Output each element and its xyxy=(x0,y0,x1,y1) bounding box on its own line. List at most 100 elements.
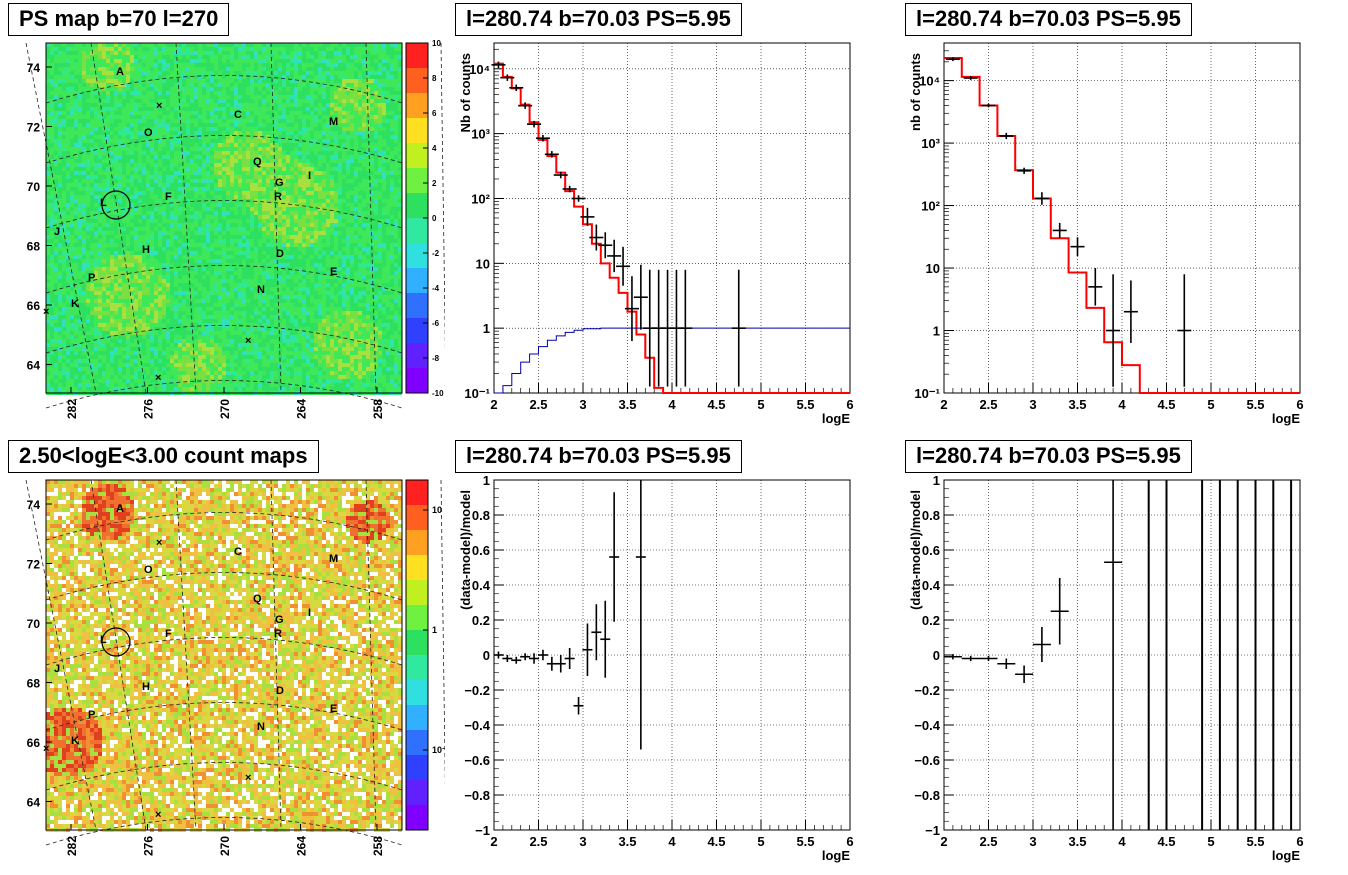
source-label-c: C xyxy=(234,546,242,558)
x-axis-label: logE xyxy=(822,848,850,863)
colorbar-cell xyxy=(406,143,428,169)
plot-grid xyxy=(944,480,1300,830)
colorbar-tick-label: -2 xyxy=(432,249,440,258)
x-tick-label: 4 xyxy=(1118,834,1126,849)
source-label-g: G xyxy=(275,614,284,626)
cross-marker: × xyxy=(245,772,251,784)
colorbar-cell xyxy=(406,368,428,394)
x-tick-label: 4 xyxy=(668,834,676,849)
colorbar-cell xyxy=(406,730,428,756)
source-label-n: N xyxy=(257,721,265,733)
source-label-c: C xyxy=(234,109,242,121)
x-tick-label: 6 xyxy=(846,397,853,412)
colorbar-cell xyxy=(406,168,428,194)
map-x-tick-label: 276 xyxy=(142,399,156,419)
cross-marker: × xyxy=(155,809,161,821)
map-y-tick-label: 74 xyxy=(27,498,41,512)
model-histogram-line xyxy=(944,57,1300,394)
map-y-tick-label: 66 xyxy=(27,736,41,750)
spectrum-1-title: l=280.74 b=70.03 PS=5.95 xyxy=(455,3,742,36)
count-map-heatmap: A O C M Q I GR L F J H D E P N K × × × × 74 72 70 68 66 64 282 276 2… xyxy=(25,479,445,856)
source-label-q: Q xyxy=(253,156,262,168)
x-tick-label: 3.5 xyxy=(1068,397,1086,412)
x-tick-label: 5.5 xyxy=(796,397,814,412)
colorbar-cell xyxy=(406,193,428,219)
y-tick-label: −0.6 xyxy=(914,753,940,768)
colorbar-cell xyxy=(406,805,428,831)
x-tick-label: 3.5 xyxy=(1068,834,1086,849)
colorbar-cell xyxy=(406,118,428,144)
x-tick-label: 2.5 xyxy=(529,834,547,849)
y-tick-label: 1 xyxy=(933,324,940,339)
x-tick-label: 5 xyxy=(757,834,764,849)
cross-marker: × xyxy=(43,306,49,318)
ps-map-title: PS map b=70 l=270 xyxy=(8,3,230,36)
colorbar-cell xyxy=(406,505,428,531)
source-label-o: O xyxy=(144,127,153,139)
source-label-p: P xyxy=(88,709,95,721)
colorbar-cell xyxy=(406,780,428,806)
target-circle xyxy=(101,190,131,220)
colorbar-tick-label: 10 xyxy=(432,505,442,515)
x-tick-label: 6 xyxy=(1296,397,1303,412)
colorbar-cell xyxy=(406,755,428,781)
map-x-tick-label: 258 xyxy=(371,836,385,856)
x-tick-label: 4.5 xyxy=(707,397,725,412)
source-label-l: L xyxy=(100,197,107,209)
colorbar-cell xyxy=(406,655,428,681)
residual-1-title: l=280.74 b=70.03 PS=5.95 xyxy=(455,440,742,473)
colorbar-cell xyxy=(406,343,428,369)
colorbar-cell xyxy=(406,605,428,631)
y-tick-label: 10² xyxy=(921,199,940,214)
source-label-l: L xyxy=(100,634,107,646)
y-tick-label: 10⁻¹ xyxy=(464,386,490,401)
colorbar-tick-label: 6 xyxy=(432,109,437,118)
x-tick-label: 3 xyxy=(1029,834,1036,849)
map-y-tick-label: 64 xyxy=(27,796,41,810)
colorbar-cell xyxy=(406,268,428,294)
colorbar-cell xyxy=(406,43,428,69)
y-tick-label: 0.4 xyxy=(922,578,941,593)
x-tick-label: 4.5 xyxy=(1157,397,1175,412)
target-circle xyxy=(101,627,131,657)
x-tick-label: 2 xyxy=(940,397,947,412)
y-axis-label: (data-model)/model xyxy=(908,490,923,610)
x-tick-label: 5 xyxy=(1207,834,1214,849)
x-tick-label: 2 xyxy=(940,834,947,849)
x-tick-label: 3 xyxy=(579,834,586,849)
y-tick-label: 0.6 xyxy=(472,543,490,558)
y-tick-label: 0.2 xyxy=(922,613,940,628)
map-x-tick-label: 282 xyxy=(65,399,79,419)
source-label-a: A xyxy=(116,66,124,78)
y-axis-label: Nb of counts xyxy=(458,53,473,132)
colorbar-tick-label: -8 xyxy=(432,354,440,363)
x-tick-label: 5 xyxy=(757,397,764,412)
map-x-tick-label: 264 xyxy=(295,836,309,856)
colorbar-cell xyxy=(406,93,428,119)
map-y-tick-label: 72 xyxy=(27,558,41,572)
y-tick-label: −0.8 xyxy=(914,788,940,803)
source-label-g: G xyxy=(275,177,284,189)
x-tick-label: 2 xyxy=(490,397,497,412)
x-tick-label: 5.5 xyxy=(796,834,814,849)
colorbar-cell xyxy=(406,580,428,606)
count-map-title: 2.50<logE<3.00 count maps xyxy=(8,440,319,473)
source-label-k: K xyxy=(71,735,79,747)
y-tick-label: −1 xyxy=(475,823,490,838)
spectrum-2-title: l=280.74 b=70.03 PS=5.95 xyxy=(905,3,1192,36)
y-tick-label: −0.6 xyxy=(464,753,490,768)
y-tick-label: −0.2 xyxy=(914,683,940,698)
map-grid xyxy=(25,42,445,409)
x-tick-label: 3 xyxy=(579,397,586,412)
source-label-f: F xyxy=(165,191,172,203)
x-tick-label: 6 xyxy=(846,834,853,849)
map-y-tick-label: 72 xyxy=(27,121,41,135)
source-label-j: J xyxy=(54,663,60,675)
map-y-tick-label: 68 xyxy=(27,677,41,691)
source-label-d: D xyxy=(276,685,284,697)
source-label-e: E xyxy=(330,266,337,278)
colorbar-tick-label: 0 xyxy=(432,214,437,223)
y-tick-label: 0.4 xyxy=(472,578,491,593)
